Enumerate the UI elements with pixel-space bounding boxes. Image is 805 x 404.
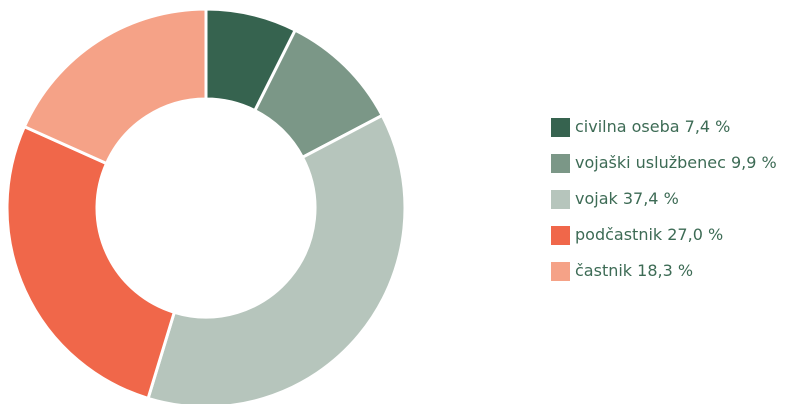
donut-slice-3 (5, 125, 176, 400)
legend-item-castnik: častnik 18,3 % (551, 261, 777, 281)
donut-slice-4 (22, 7, 208, 165)
legend-label-castnik: častnik 18,3 % (575, 261, 694, 280)
legend-label-vojaski-usluzbenec: vojaški uslužbenec 9,9 % (575, 153, 777, 172)
legend-swatch-vojak (551, 189, 570, 209)
legend-label-vojak: vojak 37,4 % (575, 189, 679, 208)
legend-label-podcastnik: podčastnik 27,0 % (575, 225, 724, 244)
donut-slice-2 (146, 113, 407, 404)
legend-item-vojak: vojak 37,4 % (551, 189, 777, 209)
legend-item-vojaski-usluzbenec: vojaški uslužbenec 9,9 % (551, 153, 777, 173)
legend-swatch-podcastnik (551, 225, 570, 245)
legend-label-civilna-oseba: civilna oseba 7,4 % (575, 117, 731, 136)
legend-item-podcastnik: podčastnik 27,0 % (551, 225, 777, 245)
legend-swatch-civilna-oseba (551, 117, 570, 137)
legend-item-civilna-oseba: civilna oseba 7,4 % (551, 117, 777, 137)
legend-swatch-vojaski-usluzbenec (551, 153, 570, 173)
chart-legend: civilna oseba 7,4 % vojaški uslužbenec 9… (551, 117, 777, 298)
legend-swatch-castnik (551, 261, 570, 281)
